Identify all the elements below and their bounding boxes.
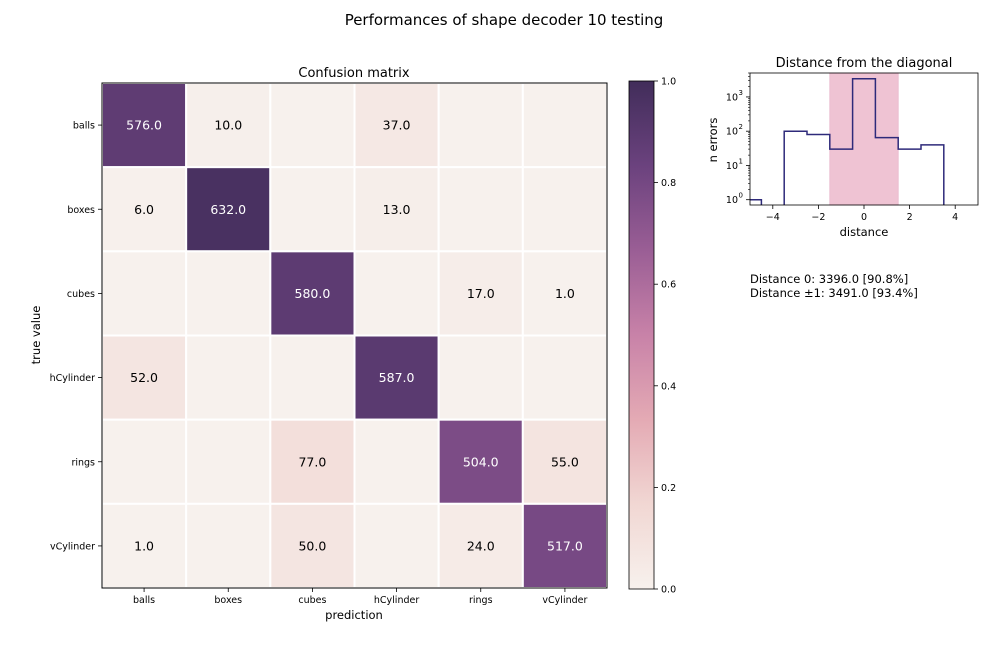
- cm-x-tick-label: cubes: [298, 595, 326, 606]
- cm-x-ticks: balls boxes cubes hCylinder rings vCylinder: [133, 588, 587, 606]
- colorbar-tick-label: 0.6: [661, 280, 676, 291]
- figure-title: Performances of shape decoder 10 testing: [345, 11, 664, 29]
- cm-x-tick-label: boxes: [214, 595, 242, 606]
- colorbar-tick-label: 0.2: [661, 483, 676, 494]
- cm-cell-value: 24.0: [467, 538, 495, 553]
- cm-cell: [269, 166, 356, 253]
- cm-cell-value: 55.0: [551, 454, 579, 469]
- cm-cell: [101, 334, 188, 421]
- cm-x-tick-label: balls: [133, 595, 155, 606]
- colorbar-tick-label: 0.4: [661, 381, 676, 392]
- hist-y-tick-label: 10: [726, 127, 738, 138]
- cm-y-tick-label: cubes: [67, 289, 95, 300]
- hist-ylabel: n errors: [706, 118, 720, 163]
- hist-x-tick-label: 2: [907, 212, 913, 223]
- cm-ylabel: true value: [29, 306, 43, 365]
- cm-cell-value: 517.0: [547, 538, 583, 553]
- cm-cell-value: 504.0: [463, 454, 499, 469]
- cm-cell-value: 6.0: [134, 202, 154, 217]
- cm-x-tick-label: hCylinder: [374, 595, 419, 606]
- cm-cells: 576.0 10.0 37.0 6.0 632.0 13.0 580.0 17.0 1.0 52.…: [101, 82, 608, 590]
- cm-cell-value: 1.0: [555, 286, 575, 301]
- cm-cell-value: 17.0: [467, 286, 495, 301]
- cm-cell: [269, 502, 356, 590]
- cm-cell: [101, 418, 188, 505]
- cm-cell: [353, 502, 440, 590]
- cm-y-tick-label: balls: [73, 121, 95, 132]
- hist-title: Distance from the diagonal: [776, 56, 953, 71]
- cm-cell: [185, 502, 272, 590]
- cm-y-tick-label: rings: [71, 457, 95, 468]
- hist-x-tick-label: 4: [952, 212, 958, 223]
- cm-cell: [101, 250, 188, 337]
- cm-cell: [437, 250, 524, 337]
- hist-y-tick-exponent: 1: [739, 157, 743, 165]
- cm-cell: [353, 166, 440, 253]
- hist-y-tick-label: 10: [726, 161, 738, 172]
- cm-cell: [269, 418, 356, 505]
- cm-cell-value: 10.0: [214, 118, 242, 133]
- cm-x-tick-label: rings: [469, 595, 493, 606]
- cm-y-ticks: balls boxes cubes hCylinder rings vCylinder: [50, 121, 102, 552]
- hist-y-tick-label: 10: [726, 92, 738, 103]
- cm-cell: [185, 334, 272, 421]
- hist-y-tick-exponent: 2: [739, 123, 743, 131]
- cm-x-tick-label: vCylinder: [542, 595, 587, 606]
- cm-cell-value: 37.0: [383, 118, 411, 133]
- hist-y-tick-exponent: 0: [739, 192, 743, 200]
- hist-x-tick-label: −4: [766, 212, 780, 223]
- cm-title: Confusion matrix: [298, 66, 409, 81]
- cm-cell-value: 52.0: [130, 370, 158, 385]
- cm-cell-value: 587.0: [379, 370, 415, 385]
- cm-cell: [521, 334, 608, 421]
- cm-cell: [437, 166, 524, 253]
- cm-cell-value: 580.0: [295, 286, 331, 301]
- cm-cell: [185, 250, 272, 337]
- colorbar-tick-label: 0.0: [661, 585, 676, 596]
- hist-x-tick-label: −2: [811, 212, 825, 223]
- colorbar: [628, 80, 655, 590]
- cm-cell: [269, 82, 356, 169]
- cm-cell-value: 1.0: [134, 538, 154, 553]
- hist-y-tick-label: 10: [726, 195, 738, 206]
- cm-cell: [353, 418, 440, 505]
- hist-series-line: [750, 78, 945, 205]
- cm-cell-value: 50.0: [298, 538, 326, 553]
- cm-cell: [521, 82, 608, 169]
- cm-cell: [521, 166, 608, 253]
- colorbar-tick-label: 1.0: [661, 77, 676, 88]
- cm-cell: [437, 502, 524, 590]
- cm-cell: [521, 502, 608, 590]
- cm-cell: [437, 82, 524, 169]
- cm-cell: [521, 418, 608, 505]
- cm-y-tick-label: boxes: [67, 205, 95, 216]
- cm-cell: [437, 334, 524, 421]
- cm-y-tick-label: vCylinder: [50, 541, 95, 552]
- cm-cell-value: 77.0: [298, 454, 326, 469]
- colorbar-ticks: 0.0 0.2 0.4 0.6 0.8 1.0: [654, 77, 676, 596]
- cm-cell-value: 576.0: [126, 118, 162, 133]
- cm-cell: [185, 418, 272, 505]
- cm-xlabel: prediction: [325, 608, 383, 622]
- cm-cell-value: 632.0: [210, 202, 246, 217]
- cm-cell: [353, 250, 440, 337]
- cm-y-tick-label: hCylinder: [50, 373, 95, 384]
- stats-distance-0: Distance 0: 3396.0 [90.8%]: [750, 272, 908, 286]
- cm-cell: [269, 334, 356, 421]
- cm-frame: [101, 82, 608, 589]
- colorbar-tick-label: 0.8: [661, 178, 676, 189]
- cm-cell: [185, 82, 272, 169]
- hist-xlabel: distance: [840, 225, 889, 239]
- hist-x-tick-label: 0: [861, 212, 867, 223]
- hist-y-tick-exponent: 3: [739, 89, 743, 97]
- cm-cell-value: 13.0: [383, 202, 411, 217]
- hist-highlight-band: [829, 72, 899, 206]
- stats-distance-pm1: Distance ±1: 3491.0 [93.4%]: [750, 286, 918, 300]
